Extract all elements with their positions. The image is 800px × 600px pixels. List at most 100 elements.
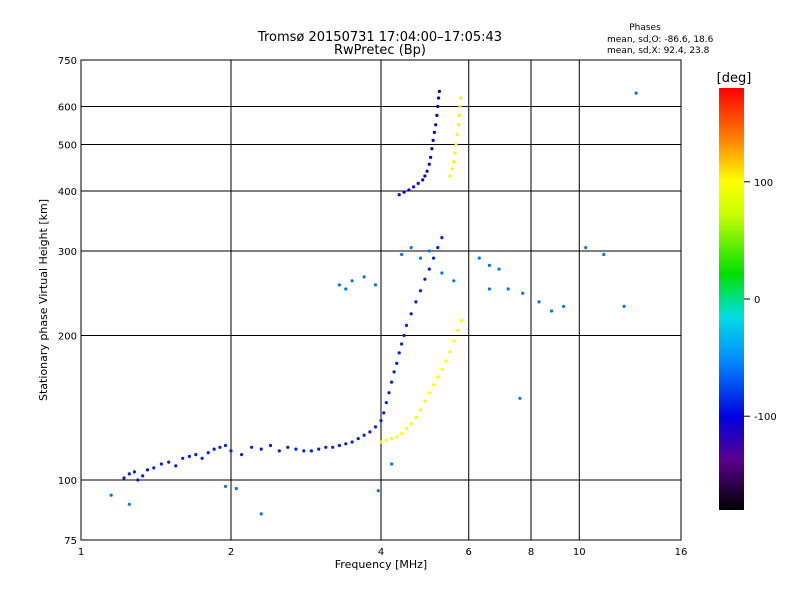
data-point: [407, 188, 411, 192]
data-point: [402, 333, 406, 338]
y-tick-label: 500: [58, 141, 77, 152]
data-point: [418, 256, 423, 260]
data-point: [194, 453, 198, 457]
data-point: [362, 275, 366, 279]
data-point: [404, 427, 409, 431]
data-point: [187, 454, 191, 458]
data-point: [331, 445, 335, 449]
data-point: [392, 370, 396, 374]
y-tick-label: 300: [58, 247, 77, 258]
y-tick-label: 400: [58, 187, 77, 198]
colorbar-ticks: 100 0 -100: [744, 178, 777, 423]
data-point: [435, 113, 439, 117]
data-point: [167, 460, 171, 464]
data-point: [356, 437, 360, 441]
x-tick-labels: 1 2 4 6 8 10 16: [78, 547, 688, 558]
data-point: [562, 304, 566, 308]
data-point: [427, 267, 431, 271]
data-point: [387, 391, 391, 395]
data-point: [397, 351, 401, 355]
data-point: [409, 422, 413, 426]
data-point: [350, 440, 354, 444]
data-point: [448, 350, 452, 354]
x-tick-label: 6: [466, 547, 472, 558]
x-axis-label: Frequency [MHz]: [335, 558, 427, 571]
data-point: [159, 462, 163, 466]
data-point: [390, 380, 394, 384]
data-point: [416, 181, 420, 185]
colorbar-tick-label: 0: [754, 295, 760, 306]
data-point: [436, 246, 440, 250]
x-tick-label: 8: [528, 547, 534, 558]
data-point: [122, 476, 126, 480]
data-point: [400, 431, 404, 436]
colorbar: [719, 88, 744, 510]
colorbar-tick-label: -100: [754, 412, 777, 423]
data-point: [400, 342, 404, 346]
data-point: [425, 169, 429, 173]
data-point: [584, 246, 588, 250]
data-point: [423, 174, 427, 178]
data-point: [344, 287, 348, 291]
data-point: [395, 361, 399, 365]
data-point: [436, 104, 440, 109]
data-point: [431, 138, 435, 142]
data-point: [229, 449, 233, 453]
x-tick-label: 2: [228, 547, 234, 558]
data-point: [376, 489, 380, 493]
data-point: [440, 367, 444, 371]
data-point: [497, 267, 501, 271]
data-point: [141, 474, 145, 478]
chart-subtitle: RwPretec (Bp): [334, 43, 426, 58]
data-point: [521, 291, 525, 295]
data-point: [240, 453, 244, 457]
phase-stats-x: mean, sd,X: 92.4, 23.8: [607, 46, 710, 56]
data-point: [414, 300, 418, 304]
data-point: [456, 328, 460, 332]
data-point: [444, 359, 448, 363]
data-point: [390, 437, 394, 441]
data-point: [418, 408, 423, 412]
phase-stats-o: mean, sd,O: -86.6, 18.6: [607, 35, 714, 45]
data-point: [324, 445, 328, 449]
data-point: [373, 425, 378, 429]
data-point: [455, 132, 459, 136]
data-point: [286, 445, 290, 449]
data-point: [437, 89, 441, 93]
x-tick-label: 1: [78, 547, 84, 558]
y-axis-label: Stationary phase Virtual Height [km]: [37, 199, 50, 401]
data-point: [234, 486, 238, 491]
data-point: [487, 263, 491, 267]
data-point: [429, 155, 433, 159]
data-point: [200, 456, 204, 460]
data-point: [344, 442, 348, 446]
y-tick-label: 200: [58, 332, 77, 343]
data-point: [409, 312, 413, 316]
data-point: [459, 318, 463, 323]
data-point: [384, 401, 388, 405]
y-tick-label: 600: [58, 103, 77, 114]
data-point: [302, 449, 306, 453]
data-point: [450, 167, 454, 171]
data-point: [390, 462, 394, 466]
data-points: [109, 89, 638, 516]
data-point: [432, 130, 436, 134]
data-point: [309, 449, 313, 453]
data-point: [384, 438, 388, 442]
colorbar-tick-label: 100: [754, 178, 773, 189]
data-point: [452, 339, 456, 343]
data-point: [448, 174, 452, 178]
data-point: [362, 433, 366, 437]
data-point: [397, 193, 401, 197]
data-point: [223, 443, 228, 448]
data-point: [379, 419, 383, 423]
data-point: [434, 123, 438, 127]
data-point: [454, 142, 458, 147]
data-point: [218, 445, 222, 449]
data-point: [127, 502, 131, 506]
data-point: [174, 464, 178, 468]
data-point: [109, 493, 113, 497]
x-tick-label: 16: [675, 547, 688, 558]
data-point: [402, 190, 406, 194]
